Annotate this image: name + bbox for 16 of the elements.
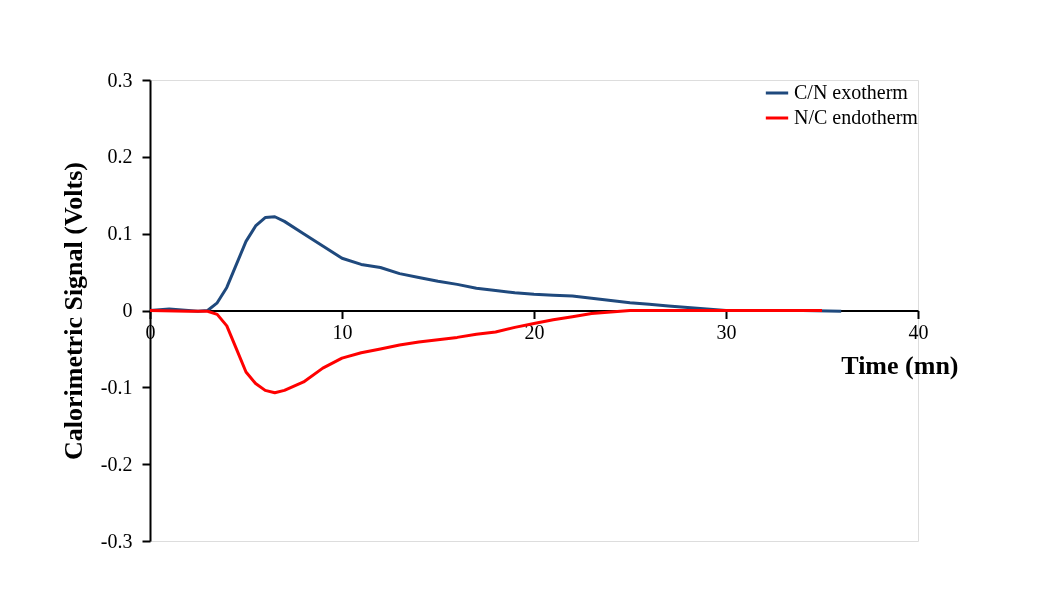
legend-label: N/C endotherm: [794, 106, 919, 128]
y-tick-label: 0: [122, 299, 133, 321]
legend-label: C/N exotherm: [794, 81, 909, 103]
x-tick-label: 40: [908, 321, 929, 343]
line-series: [148, 309, 824, 395]
x-tick-label: 30: [716, 321, 737, 343]
y-tick-label: 0.2: [107, 145, 133, 168]
x-tick-label: 20: [524, 321, 545, 343]
y-tick-label: -0.2: [100, 452, 133, 475]
y-tick-label: -0.1: [100, 375, 133, 398]
x-tick-label: 10: [332, 321, 353, 343]
x-axis-title: Time (mn): [841, 351, 959, 380]
y-tick-label: 0.3: [107, 68, 133, 91]
y-tick-label: -0.3: [100, 529, 133, 552]
y-axis-title: Calorimetric Signal (Volts): [58, 162, 88, 460]
y-tick-label: 0.1: [107, 222, 133, 245]
